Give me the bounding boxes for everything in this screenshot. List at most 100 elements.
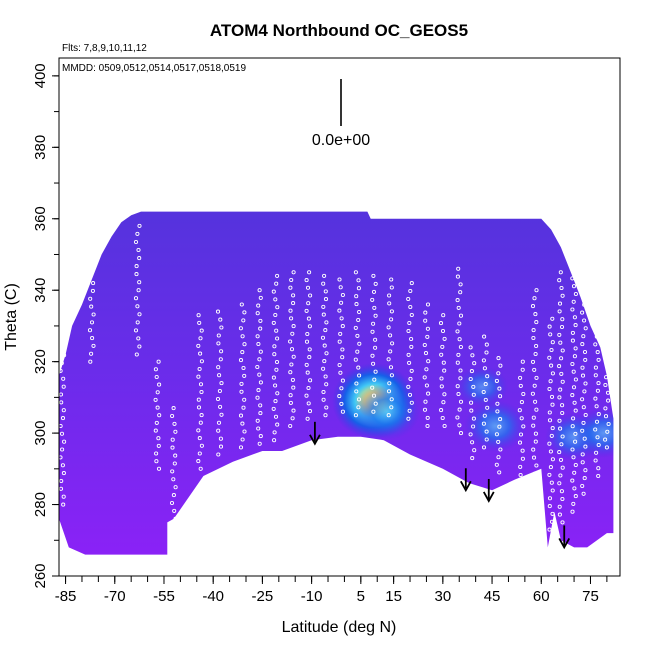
track-point bbox=[534, 495, 539, 500]
track-point bbox=[340, 324, 345, 329]
flight-track-15 bbox=[370, 273, 378, 414]
track-point bbox=[339, 300, 344, 305]
flight-track-31 bbox=[603, 359, 611, 450]
track-point bbox=[406, 328, 411, 334]
track-point bbox=[582, 302, 587, 307]
track-point bbox=[531, 455, 537, 460]
track-point bbox=[255, 395, 260, 400]
track-point bbox=[593, 427, 598, 432]
track-point bbox=[258, 349, 263, 354]
track-point bbox=[170, 413, 175, 419]
track-point bbox=[582, 231, 587, 236]
track-point bbox=[548, 465, 553, 470]
track-point bbox=[550, 488, 555, 493]
track-point bbox=[604, 375, 609, 380]
track-point bbox=[559, 489, 564, 494]
track-point bbox=[485, 405, 490, 410]
track-point bbox=[59, 368, 63, 373]
track-point bbox=[153, 397, 158, 402]
track-point bbox=[560, 379, 565, 384]
track-point bbox=[593, 396, 598, 401]
track-point bbox=[239, 381, 244, 386]
track-point bbox=[170, 469, 175, 474]
track-point bbox=[570, 393, 575, 398]
track-point bbox=[154, 420, 159, 425]
track-point bbox=[218, 444, 224, 449]
track-point bbox=[407, 408, 412, 413]
track-point bbox=[581, 405, 586, 410]
track-point bbox=[549, 433, 554, 438]
track-point bbox=[549, 363, 554, 368]
flight-track-26 bbox=[547, 316, 555, 532]
track-point bbox=[273, 414, 279, 419]
track-point bbox=[238, 445, 244, 450]
track-point bbox=[484, 437, 489, 442]
track-point bbox=[307, 409, 313, 414]
track-point bbox=[307, 324, 312, 329]
field-hotspot-2 bbox=[464, 400, 527, 452]
track-point bbox=[340, 347, 345, 352]
track-point bbox=[559, 356, 564, 361]
track-point bbox=[373, 337, 378, 342]
track-point bbox=[457, 337, 462, 342]
track-point bbox=[257, 288, 262, 293]
track-point bbox=[580, 310, 585, 315]
track-point bbox=[255, 311, 260, 316]
track-point bbox=[305, 285, 311, 290]
track-point bbox=[570, 424, 575, 429]
flight-track-21 bbox=[468, 345, 477, 461]
track-point bbox=[136, 288, 141, 293]
track-point bbox=[533, 431, 538, 436]
flight-track-14 bbox=[353, 270, 362, 418]
track-point bbox=[370, 385, 375, 390]
track-point bbox=[288, 370, 293, 375]
track-point bbox=[322, 359, 327, 364]
track-point bbox=[425, 415, 430, 420]
track-point bbox=[439, 352, 444, 357]
track-point bbox=[291, 324, 296, 329]
track-point bbox=[338, 331, 343, 336]
track-point bbox=[549, 394, 555, 399]
track-point bbox=[289, 362, 294, 367]
track-point bbox=[595, 350, 600, 355]
track-point bbox=[580, 460, 585, 465]
track-point bbox=[472, 448, 477, 453]
track-point bbox=[547, 410, 552, 415]
track-point bbox=[273, 297, 278, 302]
track-point bbox=[340, 378, 345, 383]
track-point bbox=[305, 331, 310, 337]
track-point bbox=[605, 390, 611, 395]
track-point bbox=[386, 389, 392, 394]
flight-track-18 bbox=[422, 302, 431, 429]
track-point bbox=[557, 332, 562, 337]
track-point bbox=[580, 342, 585, 347]
track-point bbox=[291, 385, 296, 390]
track-point bbox=[426, 359, 431, 364]
track-point bbox=[495, 409, 500, 414]
track-point bbox=[573, 408, 578, 413]
track-point bbox=[534, 463, 539, 468]
track-point bbox=[409, 281, 414, 286]
plot-frame bbox=[58, 57, 621, 577]
arrow-3 bbox=[558, 525, 571, 550]
track-point bbox=[216, 341, 221, 346]
track-point bbox=[534, 375, 539, 380]
track-point bbox=[371, 321, 376, 326]
field-hotspot-5 bbox=[456, 366, 509, 408]
track-point bbox=[559, 324, 565, 330]
track-point bbox=[386, 413, 391, 418]
track-point bbox=[62, 439, 67, 444]
track-point bbox=[531, 423, 536, 428]
track-point bbox=[532, 383, 537, 388]
track-point bbox=[441, 313, 446, 318]
track-point bbox=[497, 386, 502, 391]
track-point bbox=[442, 423, 447, 429]
track-point bbox=[496, 455, 501, 460]
track-point bbox=[570, 330, 575, 335]
field-hotspot-1 bbox=[354, 383, 421, 440]
track-point bbox=[198, 420, 203, 425]
track-point bbox=[572, 354, 577, 359]
track-point bbox=[484, 342, 489, 347]
track-point bbox=[272, 344, 277, 349]
track-point bbox=[557, 418, 562, 423]
